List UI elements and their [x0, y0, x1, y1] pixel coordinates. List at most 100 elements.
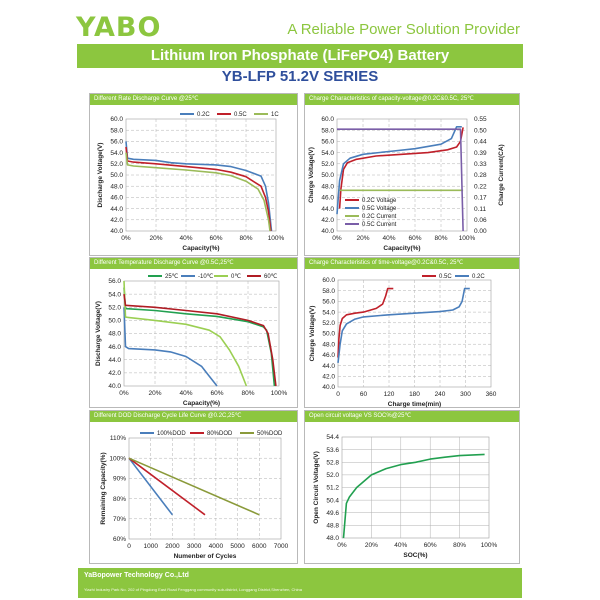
- y-tick-label: 42.0: [321, 217, 334, 224]
- company-address: Yiazhi Industry Park No. 202 of Pingdong…: [84, 587, 302, 592]
- x-tick-label: 100%: [268, 235, 285, 242]
- series-line-2: [123, 280, 248, 387]
- y-tick-label: 52.0: [322, 320, 335, 327]
- chart-4: 0 1000 2000 3000 4000 5000 6000 7000 60% 70% 80% 90…: [100, 431, 289, 560]
- x-tick-label: 20%: [365, 542, 378, 549]
- series-line-1: [125, 146, 272, 232]
- y-tick-label: 56.0: [108, 278, 121, 285]
- series-line-1: [128, 457, 206, 516]
- x-tick-label: 5000: [230, 543, 245, 550]
- y-tick-label: 44.0: [110, 206, 123, 213]
- y-axis-label: Remaining Capacity(%): [100, 452, 107, 524]
- y2-tick-label: 0.50: [474, 127, 487, 134]
- x-tick-label: 40%: [179, 390, 192, 397]
- x-tick-label: 40%: [179, 235, 192, 242]
- y2-tick-label: 0.55: [474, 116, 487, 123]
- y-tick-label: 46.0: [108, 344, 121, 351]
- y-tick-label: 40.0: [110, 228, 123, 235]
- chart-title: Different DOD Discharge Cycle Life Curve…: [90, 411, 297, 422]
- legend-label: 0.2C: [472, 274, 485, 280]
- y-tick-label: 40.0: [322, 384, 335, 391]
- y-tick-label: 42.0: [322, 374, 335, 381]
- x-axis-label: Charge time(min): [388, 401, 441, 408]
- x-tick-label: 6000: [252, 543, 267, 550]
- x-tick-label: 60%: [408, 235, 421, 242]
- y-tick-label: 54.0: [321, 150, 334, 157]
- y-tick-label: 50.0: [321, 172, 334, 179]
- y-tick-label: 56.0: [321, 139, 334, 146]
- y-tick-label: 44.0: [321, 206, 334, 213]
- x-axis-label: SOC(%): [403, 552, 427, 559]
- y-axis-label: Open Circuit Voltage(V): [313, 451, 320, 523]
- y-tick-label: 54.0: [322, 309, 335, 316]
- legend-label: 25℃: [165, 274, 179, 280]
- series-line-0: [342, 453, 485, 539]
- y-tick-label: 54.0: [110, 150, 123, 157]
- series-line-1: [337, 287, 470, 363]
- y-tick-label: 50.0: [108, 318, 121, 325]
- x-tick-label: 4000: [209, 543, 224, 550]
- chart-3: 0 60 120 180 240 300 360 40.0 42.0 44.0 46.0 48.0 50…: [309, 274, 497, 408]
- series-line-3: [123, 293, 277, 387]
- chart-title: Different Temperature Discharge Curve @0…: [90, 258, 297, 269]
- legend-label: 1C: [271, 112, 279, 118]
- y2-tick-label: 0.17: [474, 195, 487, 202]
- legend-label: -10℃: [198, 274, 214, 280]
- y-tick-label: 54.0: [108, 291, 121, 298]
- y-tick-label: 52.0: [321, 161, 334, 168]
- x-tick-label: 180: [409, 391, 420, 398]
- x-tick-label: 60: [360, 391, 368, 398]
- x-tick-label: 0%: [337, 542, 347, 549]
- yabo-logo: YABO: [76, 12, 162, 43]
- x-tick-label: 80%: [434, 235, 447, 242]
- y-tick-label: 48.0: [110, 183, 123, 190]
- y-tick-label: 48.0: [321, 183, 334, 190]
- x-tick-label: 240: [435, 391, 446, 398]
- y-tick-label: 54.4: [326, 434, 339, 441]
- y-tick-label: 46.0: [321, 195, 334, 202]
- chart-title: Different Rate Discharge Curve @25℃: [90, 94, 297, 105]
- legend-label: 0℃: [231, 274, 241, 280]
- y-tick-label: 56.0: [322, 299, 335, 306]
- x-tick-label: 60%: [424, 542, 437, 549]
- series-line-0: [338, 127, 464, 209]
- legend-label: 80%DOD: [207, 431, 233, 437]
- y2-tick-label: 0.06: [474, 217, 487, 224]
- series-line-3: [337, 128, 464, 232]
- x-tick-label: 20%: [356, 235, 369, 242]
- y-tick-label: 60%: [113, 536, 126, 543]
- y-tick-label: 44.0: [108, 357, 121, 364]
- y-tick-label: 53.6: [326, 447, 339, 454]
- y-axis-label: Charge Voltage(V): [308, 147, 315, 203]
- y-tick-label: 52.0: [326, 472, 339, 479]
- x-tick-label: 60%: [210, 390, 223, 397]
- y-tick-label: 60.0: [322, 277, 335, 284]
- y-tick-label: 50.0: [110, 172, 123, 179]
- y-tick-label: 56.0: [110, 139, 123, 146]
- y-tick-label: 46.0: [110, 195, 123, 202]
- y-tick-label: 110%: [110, 435, 126, 442]
- y-axis-label: Discharge Voltage(V): [95, 301, 102, 366]
- legend-label: 100%DOD: [157, 431, 186, 437]
- x-tick-label: 100%: [459, 235, 476, 242]
- y-tick-label: 52.0: [110, 161, 123, 168]
- x-tick-label: 20%: [148, 390, 161, 397]
- x-axis-label: Capacity(%): [182, 245, 219, 252]
- y-tick-label: 48.0: [326, 535, 339, 542]
- y-tick-label: 40.0: [108, 383, 121, 390]
- x-tick-label: 0%: [119, 390, 129, 397]
- footer: YaBopower Technology Co.,Ltd Yiazhi Indu…: [78, 568, 522, 598]
- y-tick-label: 52.8: [326, 459, 339, 466]
- legend-label: 60℃: [264, 274, 278, 280]
- x-tick-label: 7000: [274, 543, 289, 550]
- y2-tick-label: 0.28: [474, 172, 487, 179]
- y-tick-label: 48.8: [326, 523, 339, 530]
- x-tick-label: 100%: [271, 390, 288, 397]
- x-tick-label: 360: [486, 391, 497, 398]
- x-tick-label: 0: [127, 543, 131, 550]
- series-line-2: [125, 152, 271, 232]
- x-tick-label: 40%: [382, 235, 395, 242]
- y2-tick-label: 0.11: [474, 206, 487, 213]
- y-tick-label: 44.0: [322, 363, 335, 370]
- legend-label: 0.2C: [197, 112, 210, 118]
